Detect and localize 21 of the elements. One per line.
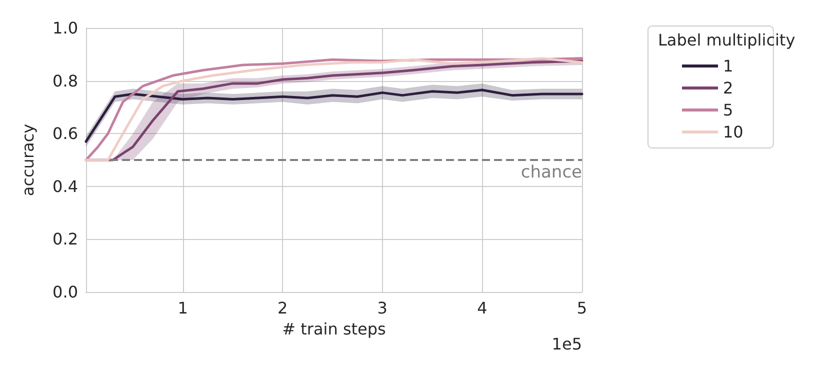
y-tick-label: 0.0 [52,282,78,302]
x-tick-label: 1 [178,298,188,318]
x-tick-label: 5 [576,298,588,318]
x-tick-label: 3 [377,298,388,318]
legend-label: 10 [723,122,744,142]
y-tick-label: 1.0 [52,18,78,38]
ref-line-label: chance [520,162,582,182]
x-tick-label: 2 [278,298,288,318]
text: 1e5 [552,334,582,354]
x-tick-label: 4 [477,298,488,318]
y-tick-label: 0.4 [52,176,78,196]
y-tick-label: 0.8 [52,71,78,90]
legend-label: 5 [723,100,734,120]
legend-label: 2 [723,78,734,98]
y-axis-title: accuracy [18,124,38,196]
line-series [84,88,584,143]
legend-title: Label multiplicity [658,30,796,50]
x-axis-title: # train steps [282,319,386,338]
legend-label: 1 [723,56,734,76]
y-tick-label: 0.6 [52,124,78,144]
y-tick-label: 0.2 [52,230,78,249]
